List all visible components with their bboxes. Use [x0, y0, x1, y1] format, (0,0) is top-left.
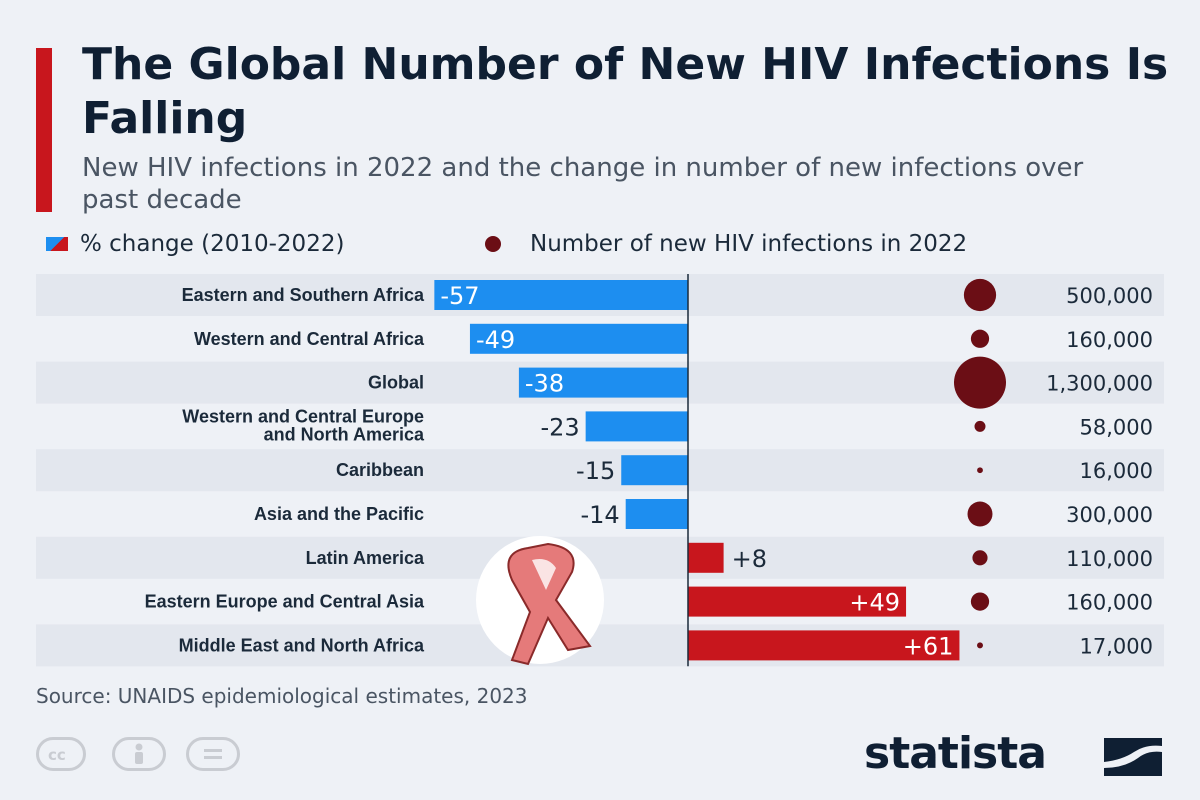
category-label: Latin America — [306, 548, 425, 568]
statista-logo[interactable]: statista — [864, 728, 1047, 779]
infections-label: 1,300,000 — [1046, 372, 1153, 396]
red-ribbon-icon — [476, 536, 604, 666]
pct-change-label: +61 — [903, 632, 954, 660]
category-label-line: Western and Central Africa — [194, 329, 425, 349]
statista-logo-icon — [1104, 738, 1162, 776]
pct-change-label: -23 — [540, 413, 579, 441]
infections-bubble — [963, 278, 997, 312]
pct-change-label: -57 — [440, 282, 479, 310]
chart-title: The Global Number of New HIV Infections … — [82, 39, 1169, 144]
pct-change-bar — [585, 411, 688, 442]
pct-change-label: +49 — [849, 589, 900, 617]
category-label-line: Middle East and North Africa — [179, 635, 425, 655]
infections-label: 160,000 — [1066, 328, 1153, 352]
infections-bubble — [970, 592, 990, 611]
category-label-line: Eastern Europe and Central Asia — [145, 592, 425, 612]
pct-change-bar — [625, 499, 688, 529]
ribbon-part — [532, 559, 556, 590]
row-band — [36, 449, 1164, 492]
infections-label: 58,000 — [1080, 415, 1153, 439]
svg-text:cc: cc — [48, 746, 66, 764]
infections-label: 16,000 — [1080, 459, 1153, 483]
category-label-line: Western and Central Europe — [182, 406, 424, 426]
attribution-icon — [112, 737, 166, 771]
legend-swatch-pct-change — [46, 237, 68, 251]
legend-swatch-infections — [485, 236, 501, 252]
category-label: Eastern and Southern Africa — [182, 285, 425, 305]
pct-change-label: -14 — [580, 501, 619, 529]
infections-bubble — [967, 501, 993, 527]
category-label: Asia and the Pacific — [254, 504, 424, 524]
pct-change-bar — [469, 323, 688, 354]
infections-bubble — [954, 356, 1006, 409]
category-label-line: and North America — [264, 424, 425, 444]
category-label: Western and Central Europe and North Amer… — [182, 406, 425, 444]
pct-change-label: -49 — [476, 326, 515, 354]
pct-change-label: -38 — [525, 370, 564, 398]
infections-bubble — [974, 420, 986, 432]
pct-change-bar — [621, 455, 688, 486]
no-derivatives-icon — [186, 737, 240, 771]
category-label: Eastern Europe and Central Asia — [145, 592, 425, 612]
infections-label: 300,000 — [1066, 503, 1153, 527]
row-band — [36, 536, 1164, 579]
source-note: Source: UNAIDS epidemiological estimates… — [36, 684, 528, 708]
category-label-line: Asia and the Pacific — [254, 504, 424, 524]
category-label: Middle East and North Africa — [179, 635, 425, 655]
infections-bubble — [970, 329, 990, 348]
pct-change-label: +8 — [732, 545, 767, 573]
category-label-line: Latin America — [306, 548, 425, 568]
infections-label: 160,000 — [1066, 591, 1153, 615]
category-label: Western and Central Africa — [194, 329, 425, 349]
category-label-line: Eastern and Southern Africa — [182, 285, 425, 305]
title-accent-bar — [36, 48, 52, 212]
pct-change-bar — [518, 367, 688, 398]
infections-label: 500,000 — [1066, 284, 1153, 308]
legend-label-infections: Number of new HIV infections in 2022 — [530, 231, 968, 257]
pct-change-bar — [688, 630, 960, 661]
chart-subtitle: New HIV infections in 2022 and the chang… — [82, 153, 1084, 215]
category-label: Caribbean — [336, 460, 424, 480]
creative-commons-icon: cc — [36, 737, 86, 771]
pct-change-bar — [688, 586, 907, 617]
legend-label-pct-change: % change (2010-2022) — [80, 231, 345, 257]
row-band — [36, 624, 1164, 667]
infections-bubble — [972, 550, 988, 566]
ribbon-part — [507, 542, 592, 666]
category-label-line: Global — [368, 373, 424, 393]
infections-bubble — [977, 467, 983, 474]
category-label-line: Caribbean — [336, 460, 424, 480]
pct-change-bar — [434, 280, 688, 310]
pct-change-bar — [688, 542, 724, 573]
infections-bubble — [977, 642, 983, 649]
infections-label: 110,000 — [1066, 547, 1153, 571]
category-label: Global — [368, 373, 424, 393]
infections-label: 17,000 — [1080, 634, 1153, 658]
pct-change-label: -15 — [576, 457, 615, 485]
